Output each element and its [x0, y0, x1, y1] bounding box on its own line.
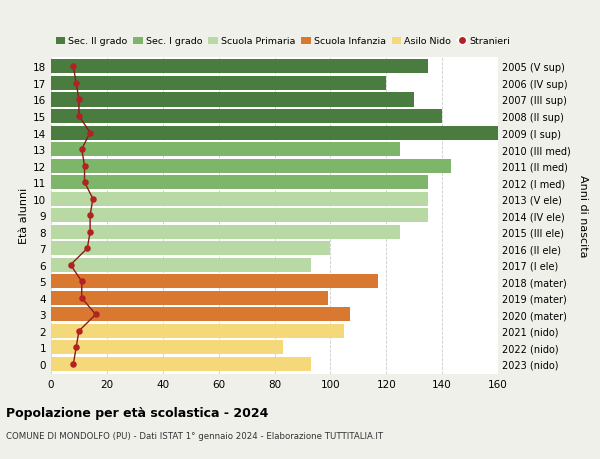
Point — [74, 96, 84, 104]
Point — [85, 212, 95, 219]
Point — [77, 278, 86, 285]
Bar — [51, 93, 414, 107]
Point — [91, 311, 101, 319]
Point — [74, 113, 84, 120]
Bar — [51, 225, 400, 239]
Bar — [51, 258, 311, 272]
Point — [68, 64, 78, 71]
Point — [85, 229, 95, 236]
Y-axis label: Anni di nascita: Anni di nascita — [578, 174, 587, 257]
Bar — [51, 77, 386, 91]
Bar — [51, 357, 311, 371]
Bar — [51, 143, 400, 157]
Point — [88, 196, 98, 203]
Legend: Sec. II grado, Sec. I grado, Scuola Primaria, Scuola Infanzia, Asilo Nido, Stran: Sec. II grado, Sec. I grado, Scuola Prim… — [56, 37, 511, 46]
Point — [77, 295, 86, 302]
Point — [68, 360, 78, 368]
Bar — [51, 126, 503, 140]
Bar — [51, 291, 328, 305]
Bar — [51, 159, 451, 173]
Bar — [51, 341, 283, 355]
Bar — [51, 308, 350, 322]
Point — [71, 80, 81, 87]
Point — [71, 344, 81, 352]
Bar — [51, 176, 428, 190]
Point — [74, 328, 84, 335]
Point — [83, 245, 92, 252]
Point — [85, 129, 95, 137]
Bar — [51, 60, 428, 74]
Bar — [51, 274, 378, 289]
Text: COMUNE DI MONDOLFO (PU) - Dati ISTAT 1° gennaio 2024 - Elaborazione TUTTITALIA.I: COMUNE DI MONDOLFO (PU) - Dati ISTAT 1° … — [6, 431, 383, 441]
Point — [66, 262, 76, 269]
Point — [77, 146, 86, 153]
Bar — [51, 242, 331, 256]
Bar — [51, 110, 442, 124]
Point — [80, 179, 89, 186]
Bar — [51, 324, 344, 338]
Point — [80, 162, 89, 170]
Text: Popolazione per età scolastica - 2024: Popolazione per età scolastica - 2024 — [6, 406, 268, 419]
Y-axis label: Età alunni: Età alunni — [19, 188, 29, 244]
Bar — [51, 192, 428, 206]
Bar — [51, 209, 428, 223]
